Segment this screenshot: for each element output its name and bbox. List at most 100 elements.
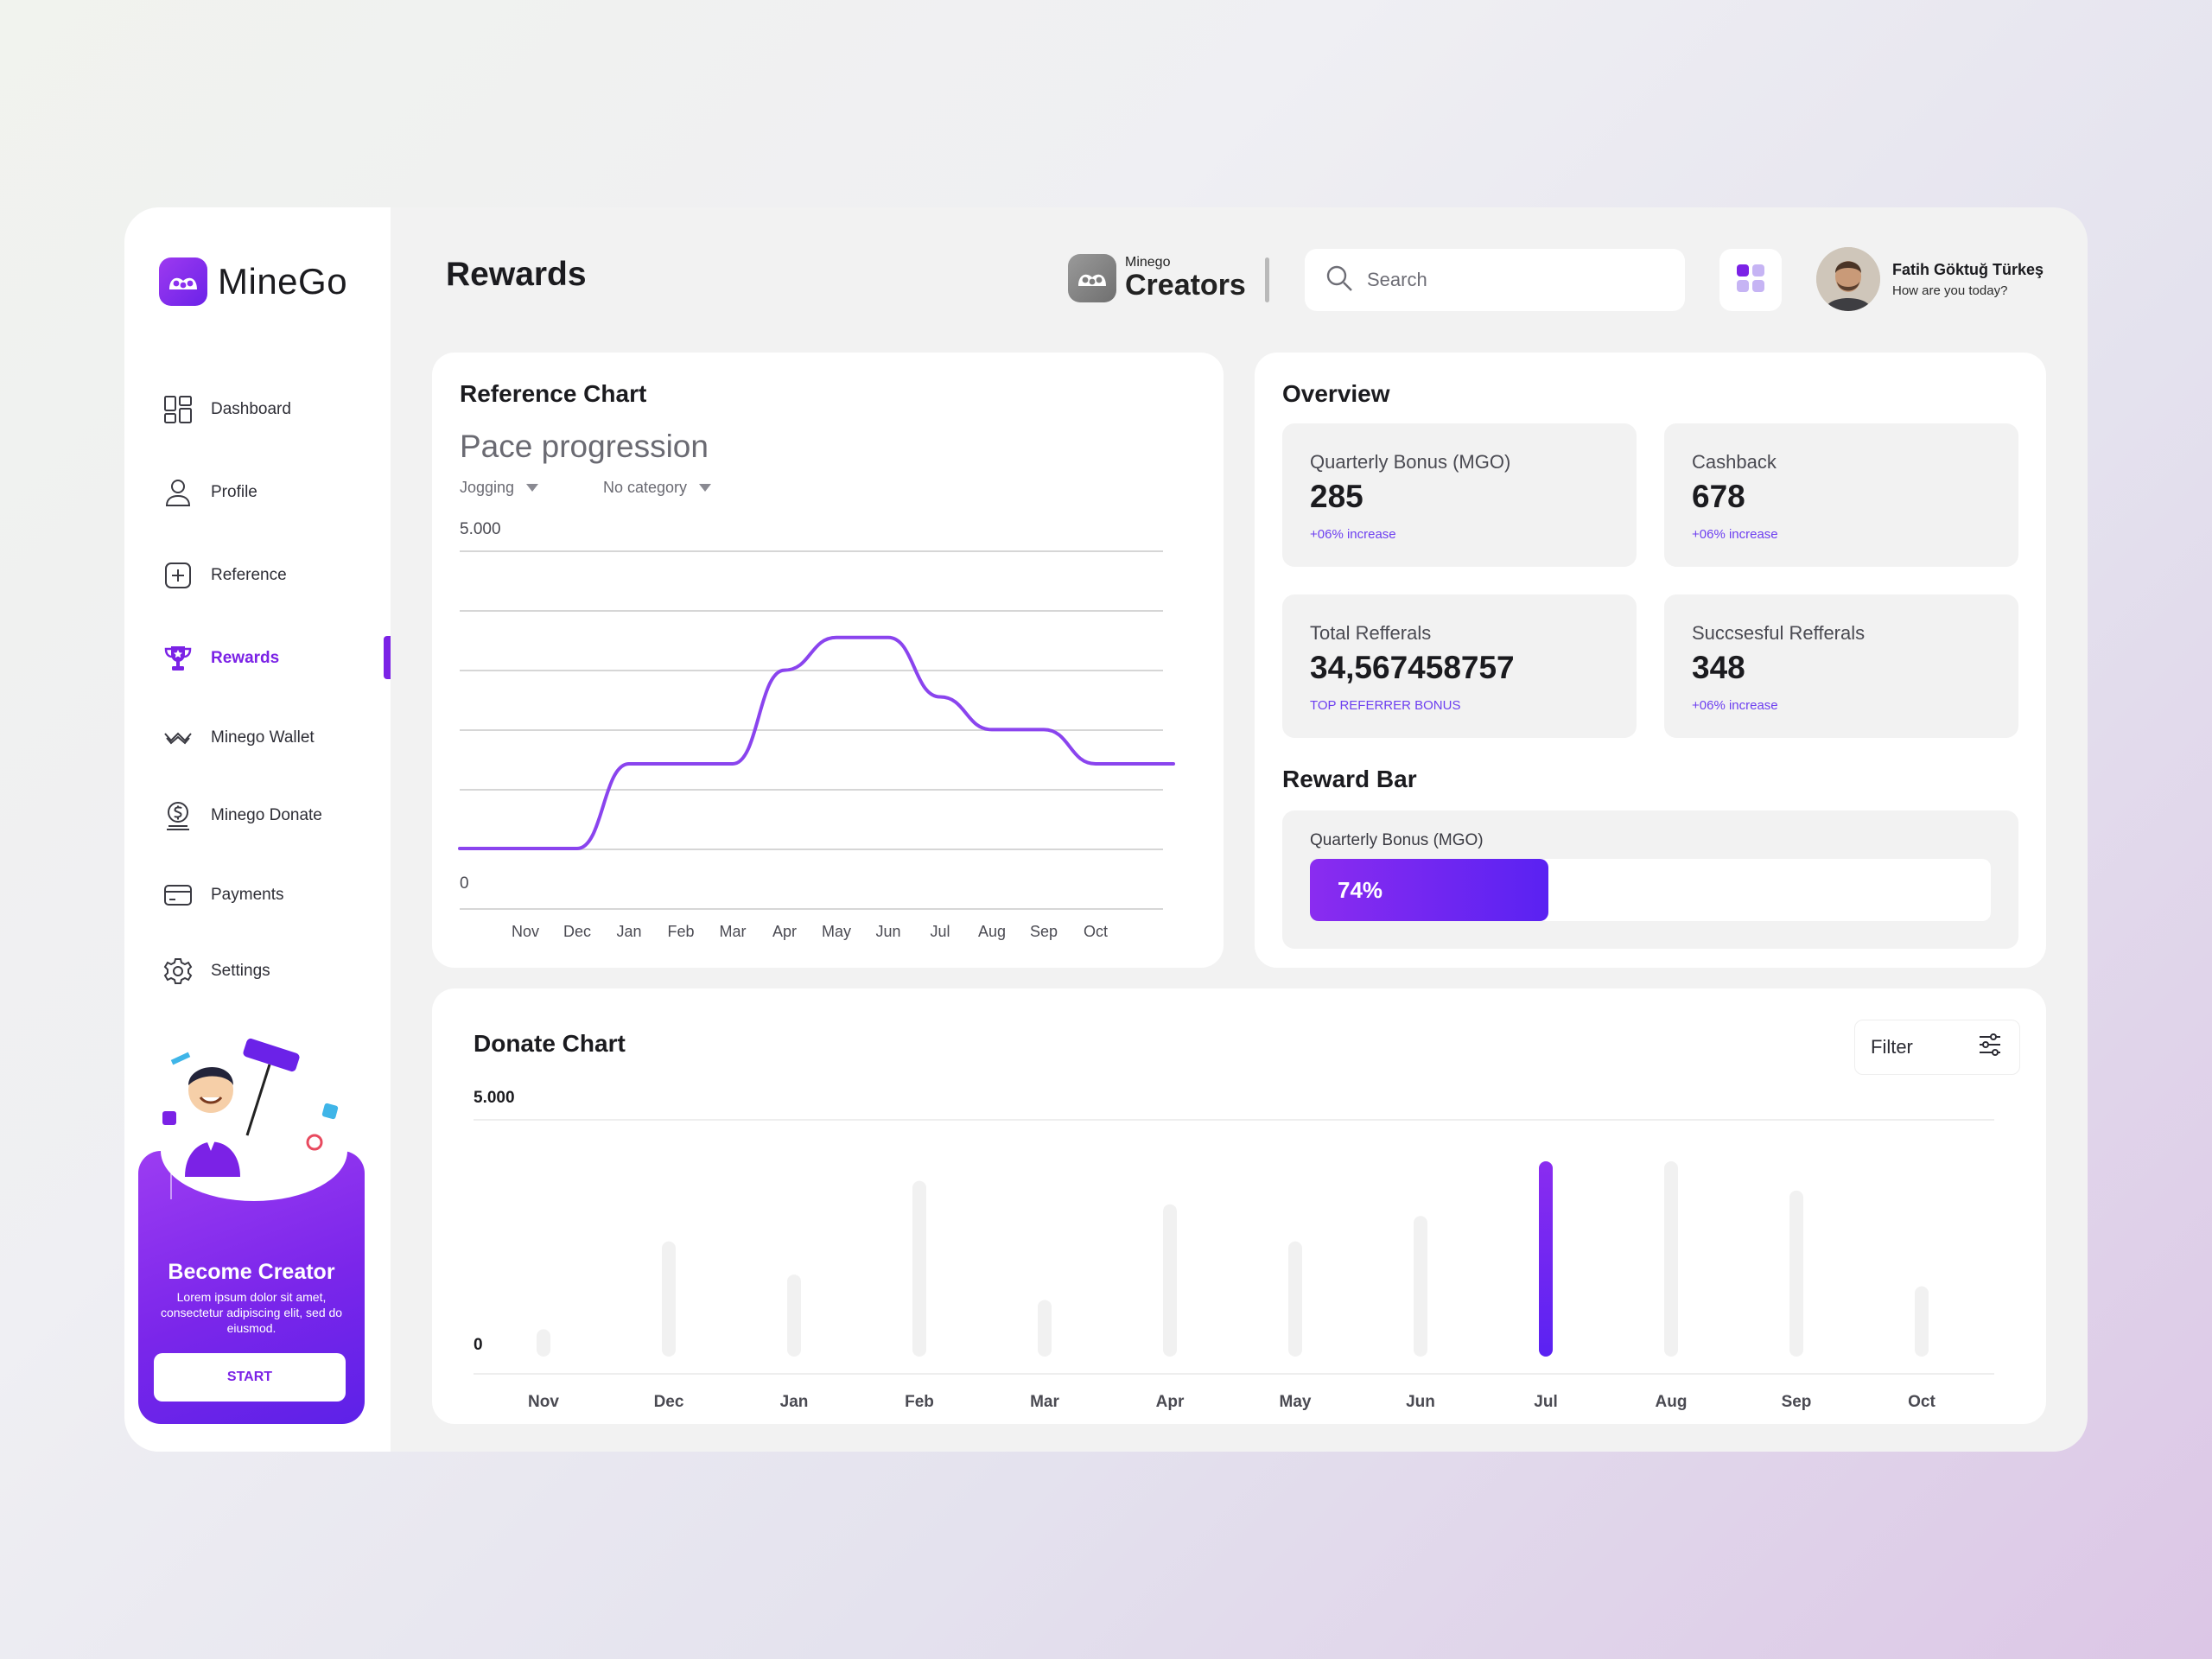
bar-aug — [1664, 1161, 1678, 1357]
activity-dropdown-value: Jogging — [460, 479, 515, 496]
sidebar-item-rewards[interactable]: Rewards — [162, 638, 279, 679]
brand-small-label: Minego — [1125, 255, 1171, 270]
creators-brand[interactable]: Minego Creators — [1068, 254, 1246, 302]
stat-quarterly-bonus: Quarterly Bonus (MGO) 285 +06% increase — [1282, 423, 1637, 567]
reward-bar-label: Quarterly Bonus (MGO) — [1310, 831, 1484, 849]
reward-bar-title: Reward Bar — [1282, 766, 1417, 792]
promo-text: Lorem ipsum dolor sit amet, consectetur … — [160, 1290, 343, 1335]
x-tick-label: Mar — [720, 923, 747, 940]
stat-value: 678 — [1692, 479, 1745, 514]
x-tick-label: Oct — [1084, 923, 1108, 940]
category-dropdown-value: No category — [603, 479, 688, 496]
y-tick-label: 0 — [474, 1336, 483, 1354]
plus-square-icon — [162, 560, 194, 591]
bar-apr — [1163, 1204, 1177, 1357]
creators-logo-icon — [1068, 254, 1116, 302]
stat-value: 285 — [1310, 479, 1363, 514]
pace-progression-title: Pace progression — [460, 429, 709, 464]
sidebar-item-wallet[interactable]: Minego Wallet — [162, 717, 315, 759]
category-dropdown[interactable]: No category — [603, 479, 712, 497]
x-tick-label: Sep — [1782, 1393, 1812, 1411]
search-bar[interactable] — [1305, 249, 1685, 311]
sidebar-item-reference[interactable]: Reference — [162, 555, 287, 596]
gear-icon — [162, 956, 194, 987]
bar-nov — [537, 1329, 550, 1357]
reference-chart-card: Reference Chart Pace progression Jogging… — [432, 353, 1224, 968]
pace-line-chart: 5.000 0 Nov Dec Jan Feb Mar Apr May Jun Jul Aug Sep O… — [458, 520, 1175, 940]
search-icon — [1325, 264, 1353, 296]
filter-button[interactable]: Filter — [1854, 1020, 2020, 1075]
x-tick-label: Nov — [528, 1393, 559, 1411]
sidebar-item-label: Payments — [211, 886, 284, 904]
app-logo[interactable]: MineGo — [159, 257, 347, 306]
x-tick-label: Aug — [978, 923, 1006, 940]
sidebar-item-label: Minego Donate — [211, 806, 322, 824]
x-tick-label: May — [822, 923, 851, 940]
apps-button[interactable] — [1719, 249, 1782, 311]
pace-series-line — [458, 635, 1175, 851]
user-name: Fatih Göktuğ Türkeş — [1892, 261, 2044, 278]
x-tick-label: Sep — [1030, 923, 1058, 940]
overview-title: Overview — [1282, 380, 1390, 407]
search-input[interactable] — [1367, 269, 1661, 291]
stat-value: 348 — [1692, 650, 1745, 685]
filter-label: Filter — [1871, 1036, 1913, 1058]
x-tick-label: Nov — [512, 923, 539, 940]
header-divider — [1265, 257, 1269, 302]
stat-label: Quarterly Bonus (MGO) — [1310, 451, 1511, 473]
x-tick-label: Dec — [654, 1393, 684, 1411]
bar-sep — [1789, 1190, 1803, 1357]
brand-big-label: Creators — [1125, 269, 1246, 302]
stat-note: +06% increase — [1692, 527, 1778, 542]
chevron-down-icon — [526, 484, 539, 492]
bar-mar — [1038, 1300, 1052, 1357]
sliders-icon — [1978, 1033, 2002, 1061]
y-tick-label: 0 — [460, 874, 469, 893]
bar-jan — [787, 1274, 801, 1357]
stat-note: TOP REFERRER BONUS — [1310, 698, 1461, 713]
bar-feb — [912, 1180, 926, 1357]
promo-title: Become Creator — [168, 1260, 335, 1284]
sidebar-item-payments[interactable]: Payments — [162, 874, 283, 916]
x-tick-label: May — [1280, 1393, 1312, 1411]
reward-percent: 74% — [1338, 877, 1383, 903]
apps-grid-icon — [1736, 264, 1765, 297]
reward-bar-box: Quarterly Bonus (MGO) 74% — [1282, 810, 2018, 949]
sidebar-item-label: Rewards — [211, 649, 280, 667]
user-greeting: How are you today? — [1892, 283, 2008, 298]
dashboard-icon — [162, 394, 194, 425]
sidebar-item-settings[interactable]: Settings — [162, 950, 270, 992]
sidebar-item-profile[interactable]: Profile — [162, 472, 257, 513]
avatar[interactable] — [1816, 247, 1880, 311]
sidebar-item-label: Minego Wallet — [211, 728, 315, 747]
x-tick-label: Jan — [780, 1393, 809, 1411]
stat-note: +06% increase — [1310, 527, 1396, 542]
page-title: Rewards — [446, 256, 587, 293]
creator-illustration — [161, 1038, 347, 1201]
reward-progress-track: 74% — [1310, 859, 1991, 921]
sidebar-item-donate[interactable]: Minego Donate — [162, 795, 322, 836]
become-creator-card: Become Creator Lorem ipsum dolor sit ame… — [138, 1038, 365, 1424]
x-tick-label: Jun — [1406, 1393, 1435, 1411]
x-tick-label: Apr — [772, 923, 797, 940]
activity-dropdown[interactable]: Jogging — [460, 479, 539, 497]
stat-label: Cashback — [1692, 451, 1777, 473]
stat-label: Total Refferals — [1310, 622, 1432, 644]
stat-cashback: Cashback 678 +06% increase — [1664, 423, 2018, 567]
x-tick-label: Aug — [1656, 1393, 1688, 1411]
donate-icon — [162, 800, 194, 831]
logo-icon — [159, 257, 207, 306]
x-tick-label: Mar — [1030, 1393, 1059, 1411]
reference-chart-title: Reference Chart — [460, 380, 647, 407]
stat-value: 34,567458757 — [1310, 650, 1515, 685]
x-tick-label: Jul — [1534, 1393, 1557, 1411]
bar-oct — [1915, 1286, 1929, 1357]
sidebar-item-label: Reference — [211, 566, 287, 584]
reward-progress-fill: 74% — [1310, 859, 1548, 921]
y-tick-label: 5.000 — [460, 520, 501, 538]
x-tick-label: Jan — [616, 923, 641, 940]
x-tick-label: Jun — [875, 923, 900, 940]
start-button[interactable]: START — [154, 1353, 346, 1402]
sidebar-item-dashboard[interactable]: Dashboard — [162, 389, 291, 430]
app-window: MineGo Dashboard Profile Reference — [124, 207, 2088, 1452]
